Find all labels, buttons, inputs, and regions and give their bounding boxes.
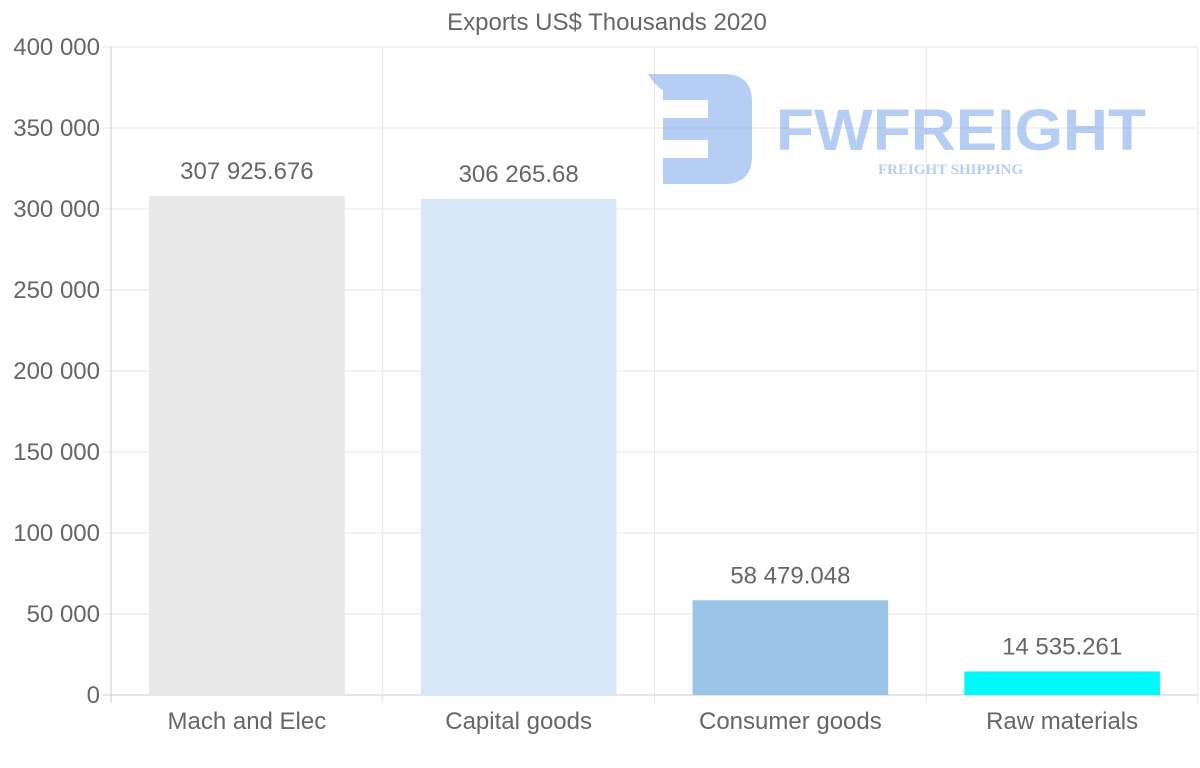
y-tick-label: 0 [87, 682, 100, 709]
bar [420, 198, 617, 695]
y-axis-ticks: 0 50 000 100 000 150 000 200 000 250 000 300 0… [13, 34, 100, 709]
fw-logo-icon [648, 74, 752, 184]
chart-title: Exports US$ Thousands 2020 [447, 9, 767, 36]
x-tick-label: Capital goods [445, 708, 592, 735]
x-tick-label: Raw materials [986, 708, 1138, 735]
y-tick-label: 300 000 [13, 196, 100, 223]
bar [149, 196, 345, 695]
bar [964, 671, 1160, 695]
data-label: 58 479.048 [730, 562, 850, 589]
y-tick-label: 150 000 [13, 439, 100, 466]
bars [149, 196, 1160, 695]
fwfreight-logo: FWFREIGHT FREIGHT SHIPPING [648, 74, 1146, 184]
watermark-brand: FWFREIGHT [776, 98, 1146, 163]
bar [692, 600, 889, 695]
watermark-tagline: FREIGHT SHIPPING [878, 162, 1023, 178]
data-label: 307 925.676 [180, 158, 313, 185]
data-label: 306 265.68 [459, 161, 579, 188]
data-labels: 307 925.676 306 265.68 58 479.048 14 535.26… [180, 158, 1122, 660]
y-tick-label: 350 000 [13, 115, 100, 142]
x-tick-label: Consumer goods [699, 708, 882, 735]
y-tick-label: 200 000 [13, 358, 100, 385]
data-label: 14 535.261 [1002, 633, 1122, 660]
x-tick-label: Mach and Elec [167, 708, 326, 735]
y-tick-label: 400 000 [13, 34, 100, 61]
x-axis-ticks: Mach and Elec Capital goods Consumer goods… [167, 708, 1138, 735]
y-tick-label: 100 000 [13, 520, 100, 547]
y-tick-label: 50 000 [27, 601, 100, 628]
y-tick-label: 250 000 [13, 277, 100, 304]
